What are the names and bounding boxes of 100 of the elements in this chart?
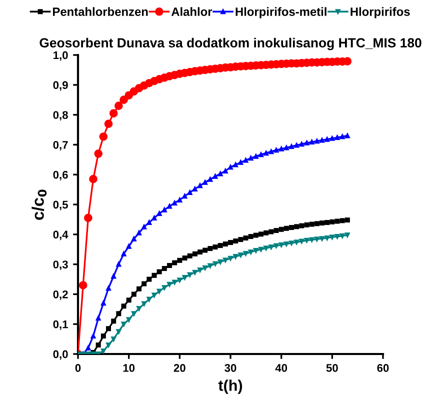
point bbox=[100, 334, 106, 339]
point bbox=[78, 281, 88, 290]
point bbox=[167, 204, 172, 209]
point bbox=[340, 218, 345, 224]
point bbox=[152, 292, 157, 298]
point bbox=[228, 240, 233, 245]
point bbox=[228, 256, 233, 261]
point bbox=[120, 96, 128, 104]
x-tick-label: 30 bbox=[224, 364, 236, 372]
x-tick-label: 0 bbox=[75, 364, 81, 372]
x-tick-label: 10 bbox=[123, 364, 135, 372]
point bbox=[222, 258, 228, 263]
point bbox=[111, 318, 116, 324]
point bbox=[162, 207, 167, 212]
point bbox=[324, 136, 330, 142]
point bbox=[212, 174, 218, 179]
point bbox=[253, 232, 258, 238]
point bbox=[106, 326, 111, 332]
point bbox=[146, 276, 152, 282]
x-tick-label: 50 bbox=[326, 364, 338, 372]
point bbox=[121, 251, 126, 256]
point bbox=[156, 210, 162, 216]
y-tick-label: 0,1 bbox=[53, 320, 68, 330]
point bbox=[212, 244, 218, 250]
point bbox=[89, 174, 98, 184]
legend-label: Alahlor bbox=[171, 7, 212, 16]
point bbox=[121, 322, 126, 327]
point bbox=[253, 154, 258, 159]
point bbox=[106, 286, 111, 291]
point bbox=[100, 348, 106, 354]
point bbox=[299, 223, 304, 228]
point bbox=[152, 272, 157, 278]
point bbox=[126, 317, 132, 322]
point bbox=[182, 256, 188, 261]
point bbox=[172, 260, 178, 266]
point bbox=[106, 342, 111, 348]
point bbox=[167, 262, 172, 268]
point bbox=[320, 220, 324, 226]
point bbox=[156, 269, 162, 274]
point bbox=[289, 144, 294, 149]
point bbox=[264, 230, 269, 236]
point bbox=[162, 285, 167, 290]
point bbox=[314, 221, 320, 226]
point bbox=[131, 311, 136, 316]
point bbox=[274, 228, 279, 234]
y-tick-label: 0,0 bbox=[53, 350, 68, 360]
legend-label: Hlorpirifos bbox=[350, 7, 410, 18]
point bbox=[136, 286, 142, 292]
y-tick-label: 0,8 bbox=[53, 111, 68, 121]
point bbox=[222, 241, 228, 246]
point bbox=[202, 180, 208, 185]
point bbox=[104, 120, 113, 128]
point bbox=[330, 219, 335, 224]
point bbox=[177, 278, 182, 283]
y-tick-label: 0,3 bbox=[53, 260, 68, 270]
point bbox=[126, 244, 132, 249]
point bbox=[208, 176, 213, 182]
point bbox=[238, 236, 244, 242]
point bbox=[324, 220, 330, 225]
point bbox=[126, 298, 132, 303]
point bbox=[218, 242, 223, 248]
point bbox=[314, 236, 320, 242]
point bbox=[96, 342, 101, 348]
point bbox=[121, 304, 126, 309]
point bbox=[142, 224, 147, 230]
point bbox=[111, 336, 116, 342]
point bbox=[84, 214, 92, 222]
y-tick-label: 0,4 bbox=[53, 230, 68, 240]
y-tick-label: 0,5 bbox=[53, 200, 68, 210]
point bbox=[304, 140, 310, 146]
y-tick-label: 1,0 bbox=[54, 51, 68, 61]
point bbox=[116, 262, 122, 267]
point bbox=[278, 226, 284, 232]
point bbox=[177, 258, 182, 263]
point bbox=[109, 109, 118, 118]
point bbox=[304, 222, 310, 228]
point bbox=[238, 252, 244, 258]
point bbox=[146, 220, 152, 225]
point bbox=[294, 240, 300, 245]
point bbox=[233, 254, 238, 260]
point bbox=[238, 160, 244, 165]
point bbox=[294, 224, 300, 230]
point bbox=[131, 236, 136, 242]
y-tick-label: 0,2 bbox=[53, 290, 68, 300]
point bbox=[233, 238, 238, 244]
x-axis-title: t(h) bbox=[218, 380, 242, 394]
point bbox=[264, 246, 269, 251]
x-tick-label: 20 bbox=[174, 364, 186, 372]
point bbox=[192, 251, 198, 256]
point bbox=[142, 281, 147, 286]
point bbox=[187, 253, 192, 258]
point bbox=[344, 218, 350, 223]
y-tick-label: 0,7 bbox=[53, 140, 68, 150]
point bbox=[248, 234, 254, 239]
y-axis-title: c/c$_{0}$ bbox=[32, 190, 47, 220]
point bbox=[243, 251, 248, 256]
point bbox=[278, 146, 284, 152]
y-tick-label: 0,9 bbox=[53, 81, 68, 91]
x-tick-label: 40 bbox=[275, 364, 288, 372]
point bbox=[192, 186, 198, 192]
